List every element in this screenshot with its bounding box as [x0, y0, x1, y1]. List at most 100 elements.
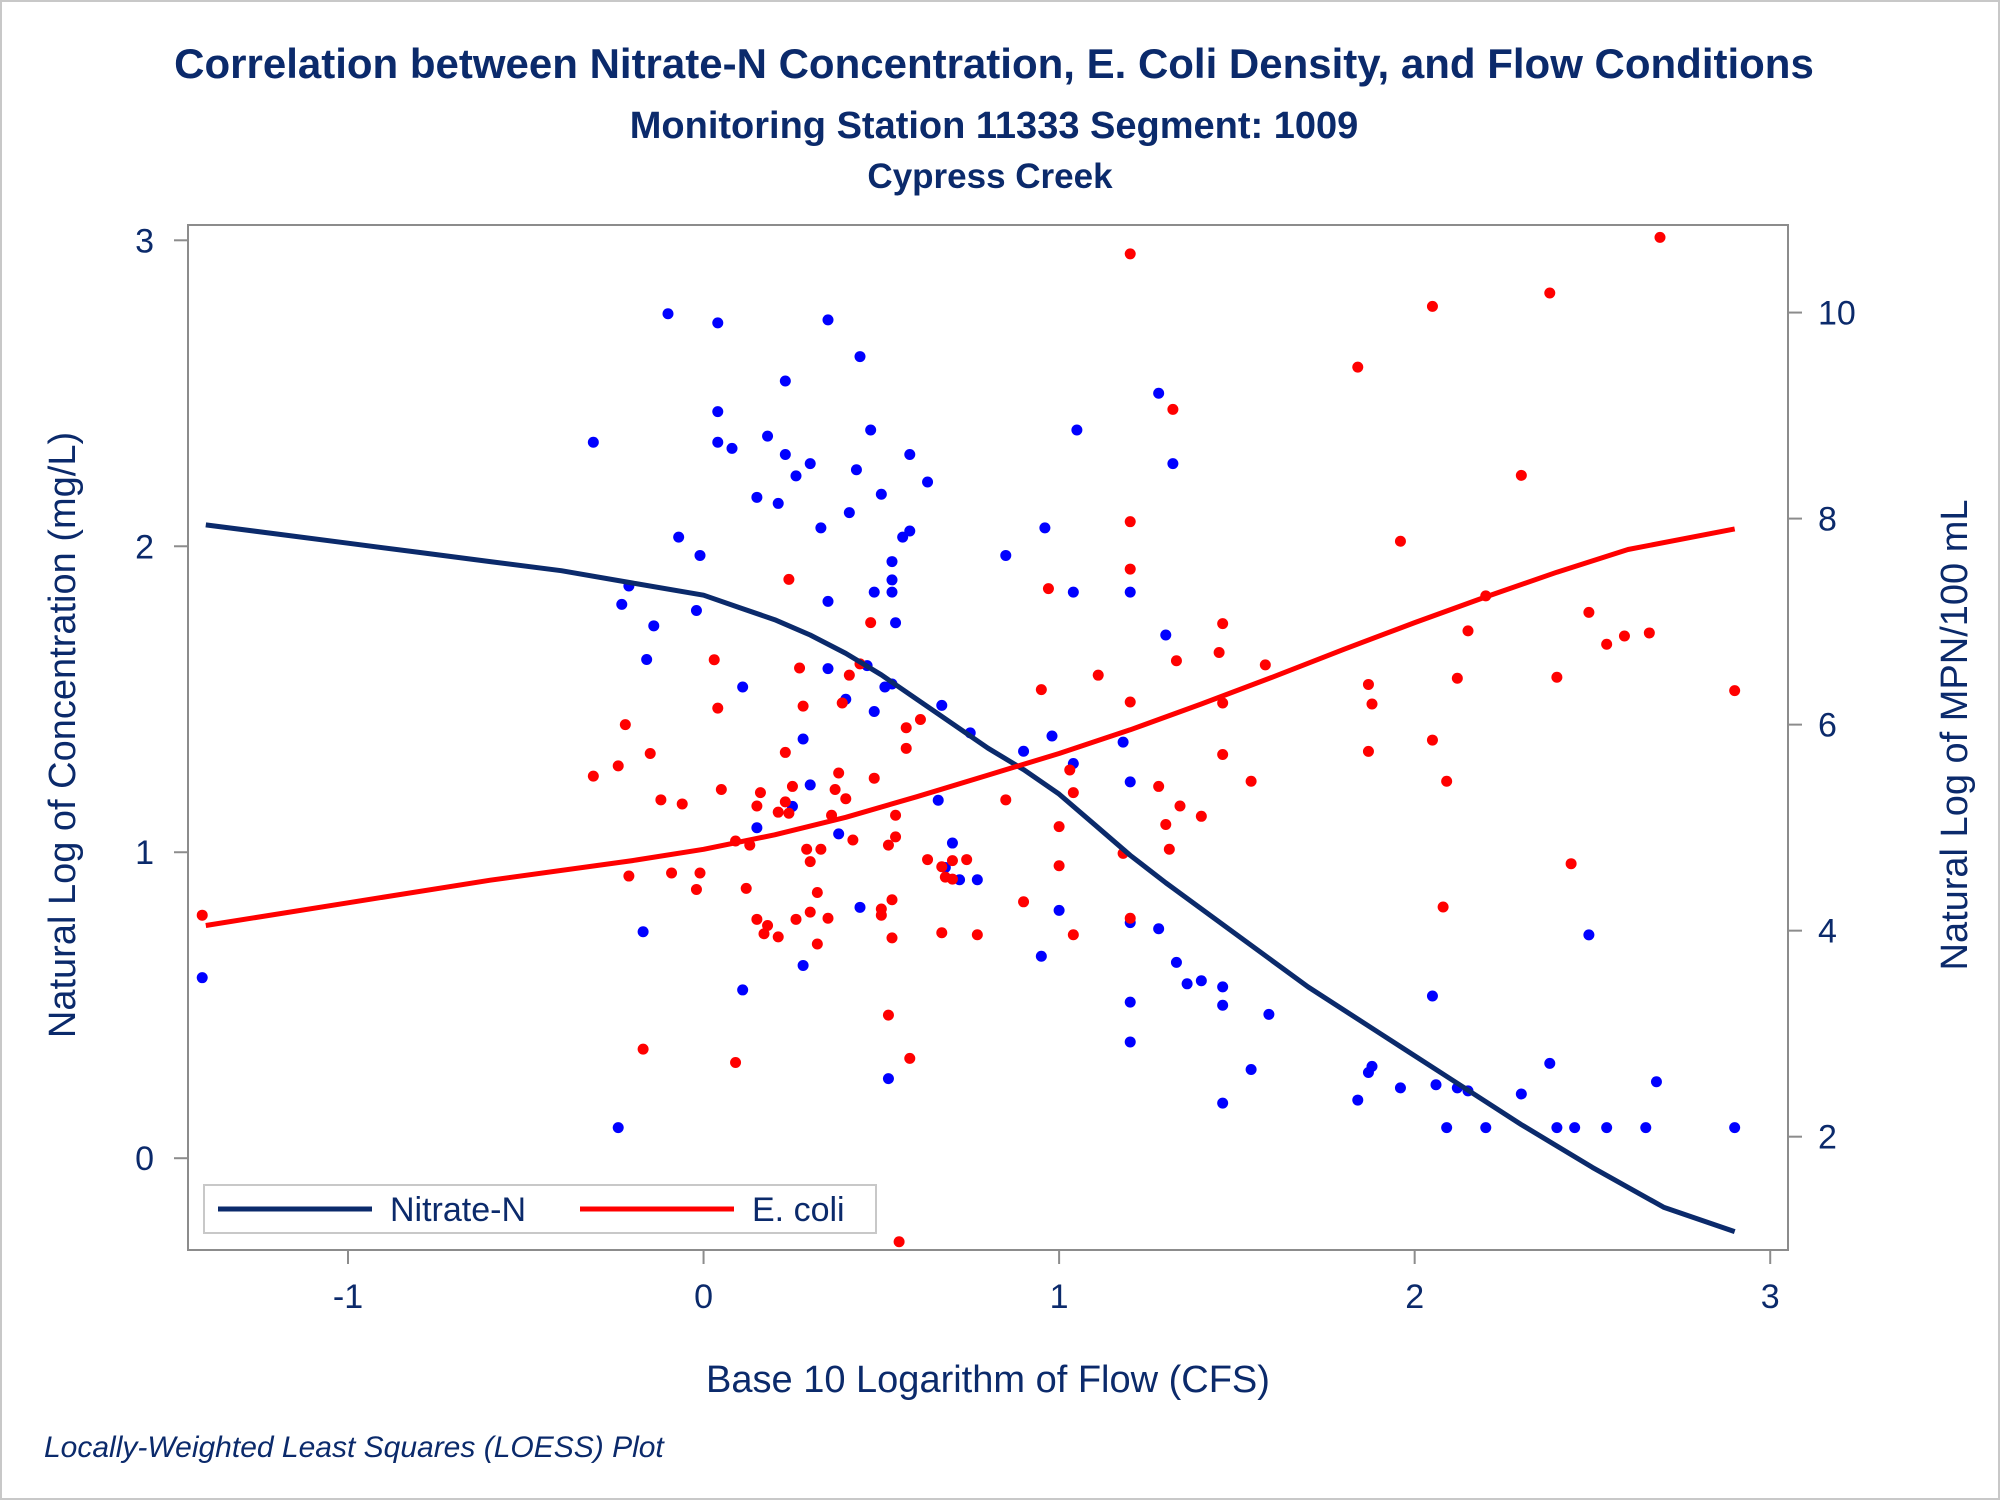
ecoli-point	[843, 669, 855, 681]
ecoli-point	[1124, 563, 1136, 575]
ecoli-point	[811, 887, 823, 899]
ecoli-point	[762, 920, 774, 932]
nitrate-point	[897, 531, 909, 543]
ecoli-point	[811, 938, 823, 950]
y2-tick-label: 2	[1818, 1119, 1837, 1157]
ecoli-point	[900, 722, 912, 734]
ecoli-point	[1092, 669, 1104, 681]
ecoli-point	[779, 796, 791, 808]
nitrate-point	[1124, 776, 1136, 788]
y-tick-label: 2	[135, 528, 154, 566]
nitrate-loess-line	[205, 522, 1736, 1234]
x-tick-label: 1	[1050, 1278, 1069, 1316]
ecoli-point	[804, 906, 816, 918]
nitrate-point	[1000, 549, 1012, 561]
nitrate-point	[822, 595, 834, 607]
ecoli-point	[1601, 638, 1613, 650]
ecoli-point	[1195, 810, 1207, 822]
ecoli-point	[868, 772, 880, 784]
nitrate-point	[1124, 996, 1136, 1008]
nitrate-point	[1160, 629, 1172, 641]
nitrate-point	[854, 351, 866, 363]
ecoli-point	[971, 929, 983, 941]
nitrate-point	[712, 317, 724, 329]
nitrate-point	[737, 984, 749, 996]
ecoli-point	[1213, 647, 1225, 659]
nitrate-point	[890, 617, 902, 629]
nitrate-point	[1601, 1122, 1613, 1134]
nitrate-point	[1426, 990, 1438, 1002]
ecoli-point	[772, 931, 784, 943]
nitrate-point	[815, 522, 827, 534]
x-tick-label: 3	[1761, 1278, 1780, 1316]
ecoli-point	[1174, 800, 1186, 812]
y2-axis-label: Natural Log of MPN/100 mL	[1934, 499, 1976, 970]
nitrate-point	[751, 822, 763, 834]
nitrate-point	[1650, 1076, 1662, 1088]
nitrate-point	[196, 972, 208, 984]
nitrate-point	[865, 424, 877, 436]
ecoli-point	[644, 747, 656, 759]
ecoli-point	[754, 787, 766, 799]
nitrate-point	[1153, 387, 1165, 399]
nitrate-point	[936, 699, 948, 711]
nitrate-point	[712, 436, 724, 448]
nitrate-point	[1441, 1122, 1453, 1134]
ecoli-point	[1217, 748, 1229, 760]
nitrate-point	[932, 794, 944, 806]
ecoli-point	[783, 807, 795, 819]
ecoli-points	[196, 231, 1741, 1248]
nitrate-point	[1366, 1060, 1378, 1072]
ecoli-point	[1618, 630, 1630, 642]
ecoli-point	[1163, 843, 1175, 855]
nitrate-point	[868, 705, 880, 717]
ecoli-point	[804, 856, 816, 868]
nitrate-point	[833, 828, 845, 840]
ecoli-point	[882, 1009, 894, 1021]
ecoli-point	[886, 932, 898, 944]
nitrate-point	[971, 874, 983, 886]
ecoli-point	[1042, 583, 1054, 595]
ecoli-point	[1462, 625, 1474, 637]
ecoli-point	[1000, 794, 1012, 806]
nitrate-point	[726, 442, 738, 454]
ecoli-point	[1217, 618, 1229, 630]
nitrate-point	[854, 901, 866, 913]
ecoli-point	[829, 784, 841, 796]
ecoli-point	[708, 654, 720, 666]
ecoli-point	[936, 927, 948, 939]
ecoli-point	[1064, 764, 1076, 776]
ecoli-point	[730, 1057, 742, 1069]
nitrate-point	[1170, 956, 1182, 968]
ecoli-point	[801, 843, 813, 855]
ecoli-point	[1124, 696, 1136, 708]
nitrate-point	[1217, 999, 1229, 1011]
ecoli-point	[1583, 606, 1595, 618]
ecoli-point	[946, 855, 958, 867]
nitrate-point	[904, 448, 916, 460]
nitrate-point	[1430, 1079, 1442, 1091]
legend-label-nitrate: Nitrate-N	[390, 1191, 526, 1229]
ecoli-point	[715, 784, 727, 796]
nitrate-point	[662, 308, 674, 320]
ecoli-point	[1643, 627, 1655, 639]
x-axis-label: Base 10 Logarithm of Flow (CFS)	[706, 1359, 1270, 1401]
nitrate-point	[1217, 1097, 1229, 1109]
ecoli-point	[833, 767, 845, 779]
chart-title: Correlation between Nitrate-N Concentrat…	[174, 40, 1814, 87]
ecoli-point	[822, 912, 834, 924]
ecoli-point	[815, 843, 827, 855]
nitrate-point	[882, 1073, 894, 1085]
ecoli-point	[961, 854, 973, 866]
chart-subtitle-location: Cypress Creek	[867, 157, 1113, 196]
y-tick-label: 3	[135, 222, 154, 260]
nitrate-point	[1394, 1082, 1406, 1094]
y2-tick-label: 6	[1818, 707, 1837, 745]
ecoli-point	[1124, 912, 1136, 924]
ecoli-point	[1394, 535, 1406, 547]
nitrate-point	[1035, 950, 1047, 962]
ecoli-point	[1067, 929, 1079, 941]
footnote: Locally-Weighted Least Squares (LOESS) P…	[44, 1431, 665, 1464]
nitrate-point	[779, 448, 791, 460]
nitrate-point	[1544, 1057, 1556, 1069]
